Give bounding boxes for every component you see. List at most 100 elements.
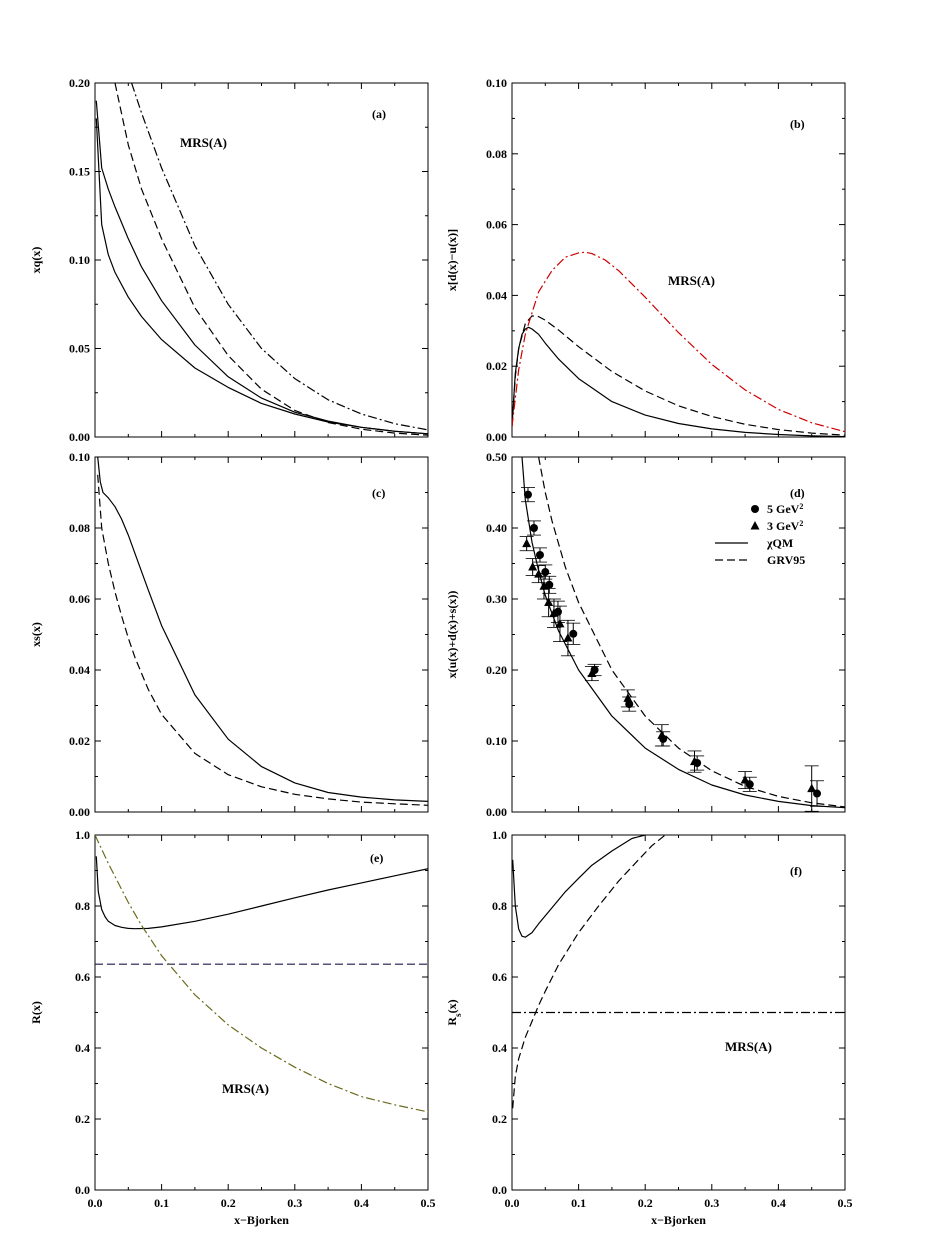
y-tick-label: 0.10 xyxy=(486,76,507,90)
data-point-triangle xyxy=(689,756,699,766)
annotation: MRS(A) xyxy=(725,1039,772,1054)
panel-f: 0.0 0.1 0.2 0.3 0.4 0.5 0.0 0.2 0.4 0.6 0.8 1.0 Rs(x… xyxy=(445,828,853,1227)
data-point-triangle xyxy=(563,633,573,642)
series-line-solid xyxy=(512,835,646,938)
panel-c: 0.00 0.02 0.04 0.06 0.08 0.10 xs(x) (c) xyxy=(29,450,429,819)
x-tick-label: 0.5 xyxy=(838,1196,853,1210)
y-tick-label: 0.08 xyxy=(486,147,507,161)
panel-label: (f) xyxy=(790,864,802,878)
series-line-solid xyxy=(95,118,428,435)
series-line-dashed xyxy=(512,835,666,1109)
y-tick-label: 0.00 xyxy=(486,805,507,819)
y-tick-label: 0.04 xyxy=(69,663,90,677)
panel-label: (e) xyxy=(370,851,383,865)
series-line-dashdot xyxy=(131,83,428,431)
panel-label: (b) xyxy=(790,117,805,131)
legend-label: GRV95 xyxy=(767,553,805,567)
x-tick-label: 0.5 xyxy=(421,1196,436,1210)
y-tick-label: 0.00 xyxy=(69,430,90,444)
y-tick-label: 0.02 xyxy=(486,359,507,373)
data-point-triangle xyxy=(522,538,532,548)
y-tick-label: 0.0 xyxy=(75,1183,90,1197)
series-line-dashdot xyxy=(512,251,845,433)
y-tick-label: 0.10 xyxy=(486,734,507,748)
y-tick-label: 0.05 xyxy=(69,342,90,356)
series-line-dashed xyxy=(97,474,428,806)
y-tick-label: 0.8 xyxy=(492,899,507,913)
data-point-triangle xyxy=(587,668,597,678)
x-tick-label: 0.1 xyxy=(571,1196,586,1210)
x-tick-label: 0.0 xyxy=(88,1196,103,1210)
panel-e: 0.0 0.1 0.2 0.3 0.4 0.5 0.0 0.2 0.4 0.6 0.8 1.0 R(x)… xyxy=(29,828,436,1227)
legend-label: χQM xyxy=(766,536,793,550)
y-tick-label: 0.2 xyxy=(492,1112,507,1126)
x-tick-label: 0.4 xyxy=(771,1196,786,1210)
y-axis-label: x(u(x)+d(x)+s(x)) xyxy=(445,591,459,679)
panel-label: (c) xyxy=(372,486,385,500)
series-line-solid xyxy=(95,856,428,930)
annotation: MRS(A) xyxy=(180,135,227,150)
y-tick-label: 0.10 xyxy=(69,450,90,464)
x-tick-label: 0.3 xyxy=(704,1196,719,1210)
y-tick-label: 0.00 xyxy=(69,805,90,819)
legend-label: 3 GeV2 xyxy=(767,519,803,534)
series-line-dashed xyxy=(512,315,845,436)
plot-frame xyxy=(94,82,429,438)
series-group xyxy=(512,835,845,1109)
data-point-triangle xyxy=(539,581,549,590)
series-line-solid xyxy=(521,457,845,809)
legend-marker-triangle xyxy=(750,521,760,530)
y-tick-label: 0.02 xyxy=(69,734,90,748)
y-tick-label: 0.6 xyxy=(75,970,90,984)
data-point-triangle xyxy=(807,783,817,793)
panel-b: 0.00 0.02 0.04 0.06 0.08 0.10 x[d(x)−u(x)] (b) M… xyxy=(445,76,846,444)
x-axis-label: x−Bjorken xyxy=(234,1213,289,1227)
y-axis-label: x[d(x)−u(x)] xyxy=(445,229,459,291)
panel-label: (d) xyxy=(790,486,805,500)
plot-frame xyxy=(94,456,429,813)
data-point-triangle xyxy=(623,693,633,702)
annotation: MRS(A) xyxy=(222,1081,269,1096)
y-tick-label: 0.20 xyxy=(486,663,507,677)
y-axis-label: Rs(x) xyxy=(445,999,463,1025)
legend-label: 5 GeV2 xyxy=(767,502,803,517)
x-tick-label: 0.4 xyxy=(354,1196,369,1210)
series-line-dashed xyxy=(538,457,845,808)
data-point-circle xyxy=(545,580,554,589)
series-line-dashed xyxy=(114,83,428,436)
series-group xyxy=(97,457,428,806)
data-point-triangle xyxy=(544,597,554,607)
series-group xyxy=(512,251,845,437)
y-tick-label: 0.00 xyxy=(486,430,507,444)
y-tick-label: 0.06 xyxy=(486,218,507,232)
y-tick-label: 0.10 xyxy=(69,253,90,267)
plot-frame xyxy=(94,834,429,1191)
y-tick-label: 0.20 xyxy=(69,76,90,90)
y-axis-label: R(x) xyxy=(29,1001,43,1024)
series-line-solid xyxy=(512,326,845,437)
series-group xyxy=(519,457,845,812)
x-tick-label: 0.2 xyxy=(638,1196,653,1210)
panel-d: 0.00 0.10 0.20 0.30 0.40 0.50 x(u(x)+d(x)+s(x)… xyxy=(445,450,846,819)
series-group xyxy=(95,835,428,1113)
data-point-circle xyxy=(569,629,578,638)
y-tick-label: 0.04 xyxy=(486,288,507,302)
x-tick-label: 0.0 xyxy=(505,1196,520,1210)
data-point-circle xyxy=(535,550,544,559)
data-point-triangle xyxy=(740,775,750,784)
x-tick-label: 0.3 xyxy=(287,1196,302,1210)
y-tick-label: 0.06 xyxy=(69,592,90,606)
y-tick-label: 0.4 xyxy=(492,1041,507,1055)
y-tick-label: 0.4 xyxy=(75,1041,90,1055)
y-tick-label: 0.15 xyxy=(69,165,90,179)
series-group xyxy=(95,83,428,436)
data-point-circle xyxy=(529,524,538,532)
y-tick-label: 1.0 xyxy=(75,828,90,842)
data-point-triangle xyxy=(657,730,667,739)
y-axis-label: xq(x) xyxy=(29,247,43,274)
y-tick-label: 0.08 xyxy=(69,521,90,535)
data-point-triangle xyxy=(555,618,565,628)
panel-label: (a) xyxy=(372,107,386,121)
series-line-solid xyxy=(97,457,428,802)
